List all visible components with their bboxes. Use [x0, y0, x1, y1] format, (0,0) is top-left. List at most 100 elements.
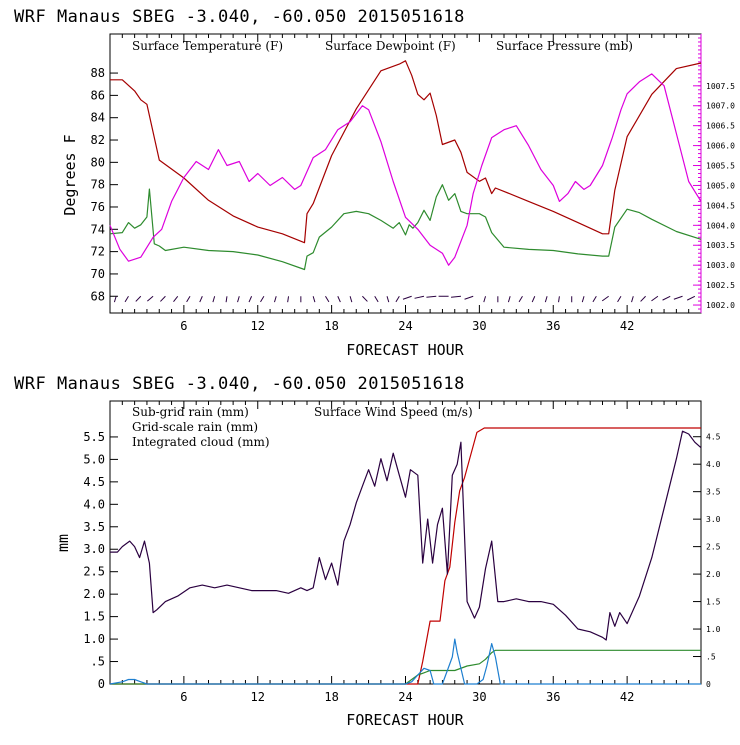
top-series-group — [109, 60, 702, 271]
x-tick-label: 30 — [472, 319, 486, 333]
y-tick-label: 68 — [91, 289, 105, 303]
wind-barb — [386, 296, 390, 303]
x-tick-label: 42 — [620, 690, 634, 704]
y-tick-label: 0 — [98, 677, 105, 691]
x-tick-label: 6 — [180, 690, 187, 704]
x-tick-label: 30 — [472, 690, 486, 704]
wind-barb — [544, 296, 548, 303]
y2-tick-label: 1007.0 — [706, 102, 735, 111]
wind-barb — [374, 296, 379, 303]
y-tick-label: 76 — [91, 200, 105, 214]
y-tick-label: 84 — [91, 111, 105, 125]
y-tick-label: 4.0 — [83, 497, 105, 511]
legend-integrated-cloud: Integrated cloud (mm) — [132, 435, 270, 449]
y-tick-label: 3.0 — [83, 542, 105, 556]
y-tick-label: 1.0 — [83, 632, 105, 646]
legend-wind-speed: Surface Wind Speed (m/s) — [314, 405, 473, 419]
legend-temperature: Surface Temperature (F) — [132, 39, 283, 53]
wind-barb — [349, 296, 353, 303]
y2-tick-label: 2.5 — [706, 543, 721, 552]
y2-tick-label: 1.5 — [706, 598, 721, 607]
wind-barb — [147, 295, 154, 302]
bottom-x-axis: 6 12 18 24 30 36 42 — [121, 401, 690, 704]
bottom-x-axis-label: FORECAST HOUR — [346, 711, 464, 729]
y2-tick-label: 3.5 — [706, 488, 721, 497]
y2-tick-label: 1006.5 — [706, 122, 735, 131]
wind-barb — [483, 296, 487, 303]
y2-tick-label: 1004.5 — [706, 201, 735, 210]
legend-subgrid-rain: Sub-grid rain (mm) — [132, 405, 249, 419]
top-x-axis-label: FORECAST HOUR — [346, 341, 464, 359]
wind-barb — [662, 295, 671, 301]
wind-barb — [248, 296, 253, 303]
y2-tick-label: 1003.0 — [706, 261, 735, 270]
wind-barb — [337, 296, 341, 303]
bottom-series-group — [109, 427, 702, 685]
y-tick-label: 5.5 — [83, 430, 105, 444]
wind-barb — [173, 295, 179, 303]
y-tick-label: 1.5 — [83, 610, 105, 624]
y2-tick-label: 1005.0 — [706, 181, 735, 190]
top-right-axis: 1002.0 1002.5 1003.0 1003.5 1004.0 1004.5 1005… — [693, 34, 735, 313]
y2-tick-label: .5 — [706, 653, 716, 662]
dewpoint-line — [109, 184, 702, 271]
wind-barb — [673, 295, 683, 300]
y2-tick-label: 1002.0 — [706, 301, 735, 310]
wind-barb — [558, 296, 560, 303]
y-tick-label: 4.5 — [83, 475, 105, 489]
x-tick-label: 42 — [620, 319, 634, 333]
wind-barb — [601, 295, 609, 302]
temperature-line — [110, 60, 702, 244]
y2-tick-label: 1004.0 — [706, 221, 735, 230]
x-tick-label: 12 — [251, 690, 265, 704]
wind-barbs — [113, 295, 696, 303]
wind-barb — [640, 295, 646, 302]
y-tick-label: 80 — [91, 155, 105, 169]
x-tick-label: 24 — [398, 690, 412, 704]
y-tick-label: 2.5 — [83, 565, 105, 579]
wind-barb — [426, 295, 437, 298]
y-tick-label: 86 — [91, 88, 105, 102]
bottom-right-axis: 0 .5 1.0 1.5 2.0 2.5 3.0 3.5 4.0 4.5 — [693, 433, 721, 689]
wind-barb — [274, 296, 277, 303]
wind-barb — [395, 296, 400, 303]
x-tick-label: 6 — [180, 319, 187, 333]
x-tick-label: 12 — [251, 319, 265, 333]
wind-barb — [135, 295, 142, 302]
y-tick-label: 70 — [91, 267, 105, 281]
temperature-panel: WRF Manaus SBEG -3.040, -60.050 20150516… — [14, 7, 735, 359]
wind-barb — [287, 296, 290, 303]
y2-tick-label: 4.0 — [706, 460, 721, 469]
y2-tick-label: 1003.5 — [706, 241, 735, 250]
y-tick-label: 2.0 — [83, 587, 105, 601]
wind-barb — [592, 296, 597, 303]
integrated-cloud-line — [109, 638, 701, 685]
wind-barb — [631, 296, 634, 303]
wind-barb — [451, 295, 461, 298]
bottom-panel-header: WRF Manaus SBEG -3.040, -60.050 20150516… — [14, 374, 465, 394]
y2-tick-label: 1006.0 — [706, 142, 735, 151]
bottom-y-axis-label: mm — [54, 534, 72, 552]
wind-barb — [581, 296, 585, 303]
y2-tick-label: 3.0 — [706, 515, 721, 524]
y2-tick-label: 1.0 — [706, 625, 721, 634]
wind-barb — [260, 296, 265, 303]
wind-barb — [686, 295, 696, 301]
y2-tick-label: 2.0 — [706, 570, 721, 579]
y-tick-label: 82 — [91, 133, 105, 147]
y-tick-label: 88 — [91, 66, 105, 80]
y-tick-label: .5 — [91, 655, 105, 669]
y2-tick-label: 1005.5 — [706, 162, 735, 171]
top-plot-frame — [109, 33, 702, 314]
pressure-line — [109, 73, 702, 266]
y-tick-label: 3.5 — [83, 520, 105, 534]
y-tick-label: 78 — [91, 178, 105, 192]
y2-tick-label: 0 — [706, 680, 711, 689]
wind-speed-line — [110, 430, 702, 641]
wind-barb — [199, 296, 203, 303]
legend-pressure: Surface Pressure (mb) — [496, 39, 633, 53]
wind-barb — [237, 296, 240, 303]
wind-barb — [464, 295, 474, 300]
wind-barb — [186, 296, 191, 303]
